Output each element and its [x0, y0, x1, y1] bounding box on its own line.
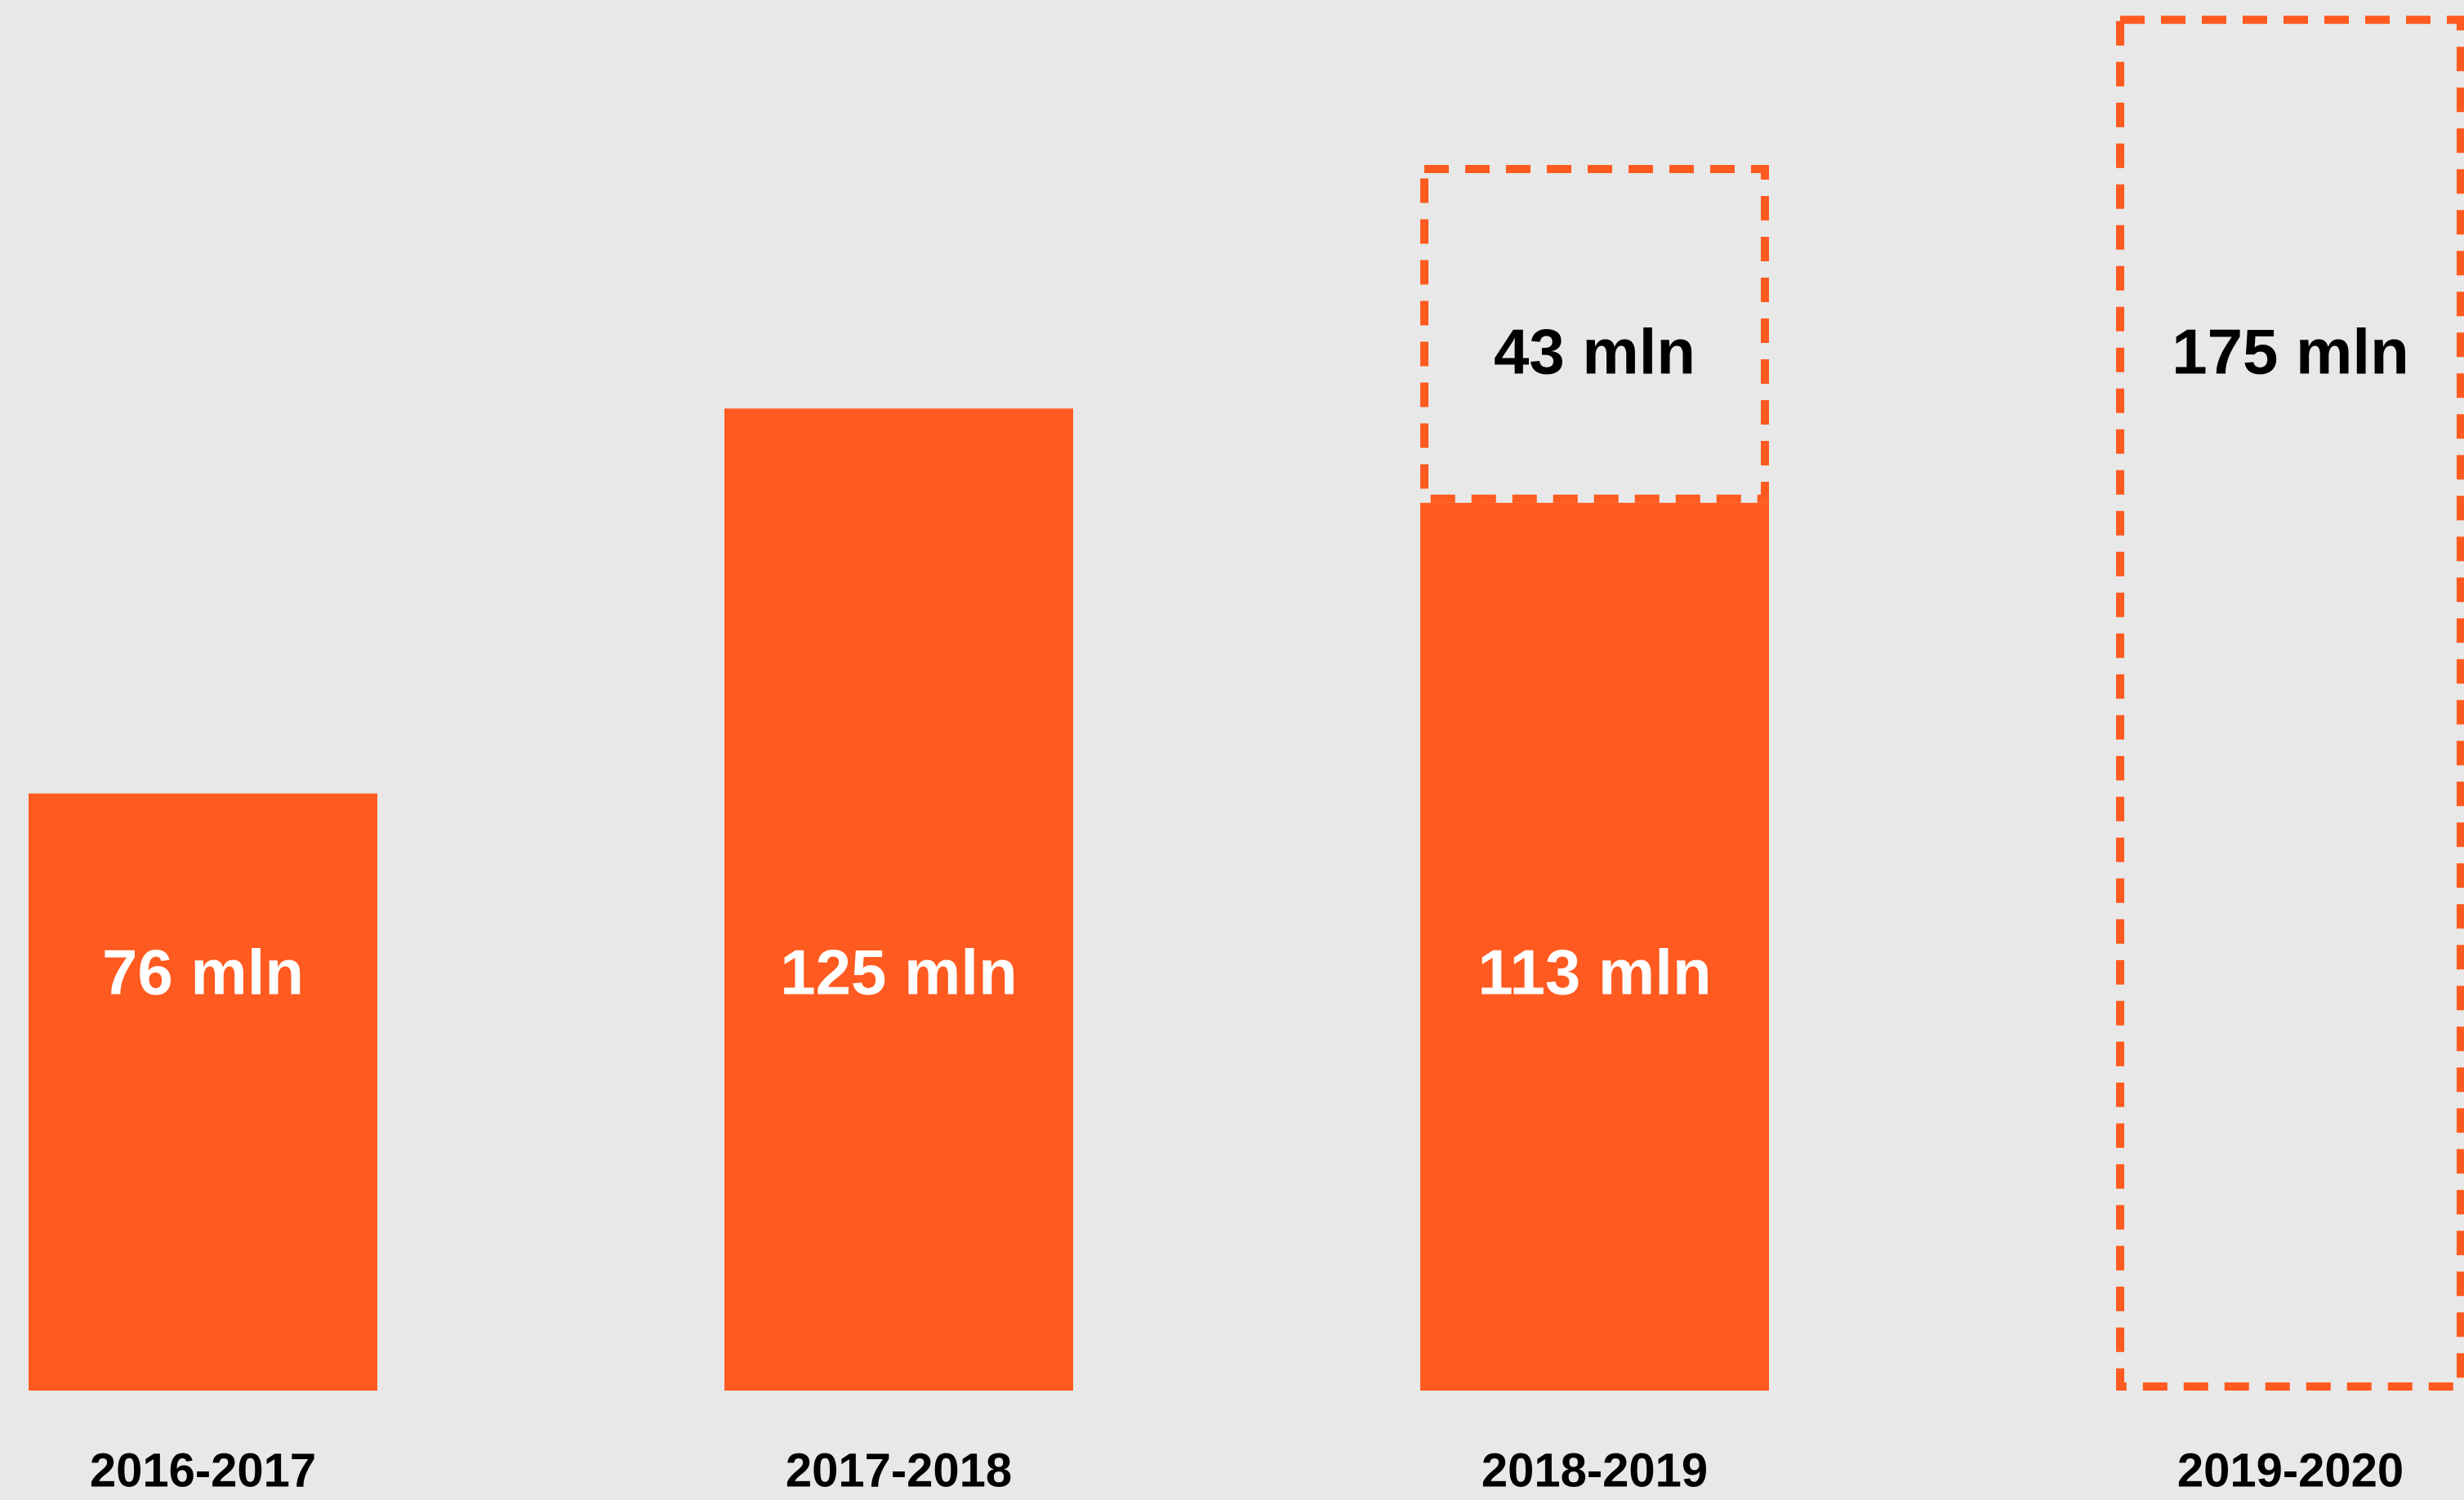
x-tick-label: 2018-2019: [1482, 1444, 1708, 1497]
bar: [1420, 502, 1769, 1391]
value-label: 76 mln: [102, 937, 304, 1008]
value-label: 175 mln: [2172, 316, 2408, 388]
bar: [724, 408, 1073, 1391]
projected-bar: [2116, 16, 2464, 1391]
x-tick-label: 2017-2018: [786, 1444, 1012, 1497]
value-label: 43 mln: [1494, 316, 1695, 388]
bar: [29, 793, 377, 1391]
value-label: 113 mln: [1477, 937, 1711, 1008]
projected-bar: [1420, 165, 1769, 503]
x-tick-label: 2019-2020: [2177, 1444, 2404, 1497]
value-label: 125 mln: [780, 937, 1017, 1008]
x-tick-label: 2016-2017: [90, 1444, 316, 1497]
